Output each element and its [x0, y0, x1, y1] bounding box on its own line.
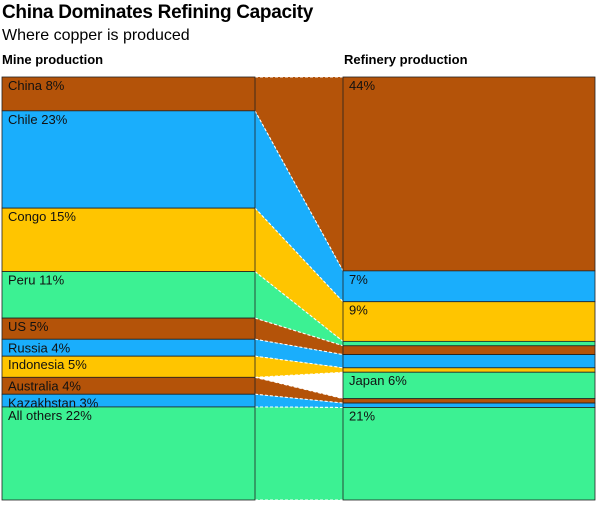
flow-band-us	[255, 318, 343, 355]
refinery-label-chile: 7%	[349, 272, 368, 287]
mine-label-peru: Peru 11%	[8, 273, 65, 288]
mine-column-header: Mine production	[2, 52, 104, 67]
refinery-bar-australia	[342, 398, 596, 404]
refinery-label-congo: 9%	[349, 303, 368, 318]
mine-label-us: US 5%	[8, 319, 49, 334]
mine-label-chile: Chile 23%	[8, 112, 68, 127]
mine-bar-peru	[1, 271, 256, 319]
refinery-bar-others	[342, 407, 596, 501]
refinery-bar-us	[342, 345, 596, 355]
refinery-bar-russia	[342, 354, 596, 369]
mine-label-china: China 8%	[8, 78, 65, 93]
mine-label-kazakhstan: Kazakhstan 3%	[8, 395, 99, 410]
refinery-bar-chile	[342, 270, 596, 303]
refinery-bar-indonesia	[342, 367, 596, 373]
flow-band-peru	[255, 271, 343, 346]
chart-title: China Dominates Refining Capacity	[2, 2, 314, 23]
stacked-bars	[1, 76, 596, 501]
mine-label-congo: Congo 15%	[8, 209, 76, 224]
chart-subtitle: Where copper is produced	[2, 27, 190, 44]
flow-band-australia	[255, 377, 343, 404]
refinery-bar-kazakhstan	[342, 402, 596, 408]
mine-label-indonesia: Indonesia 5%	[8, 357, 87, 372]
flow-band-congo	[255, 208, 343, 342]
mine-bar-others	[1, 406, 256, 501]
refinery-label-japan: Japan 6%	[349, 373, 407, 388]
flow-band-indonesia	[255, 356, 343, 378]
segment-labels: China 8% Chile 23% Congo 15% Peru 11% US 5% R…	[8, 78, 407, 423]
flow-band-russia	[255, 339, 343, 368]
flow-edge-peru-top	[254, 271, 344, 342]
mine-label-others: All others 22%	[8, 408, 92, 423]
mine-label-russia: Russia 4%	[8, 340, 71, 355]
refinery-bar-china	[342, 76, 596, 272]
refinery-column-header: Refinery production	[344, 52, 468, 67]
flow-band-chile	[255, 110, 343, 302]
flow-edge-congo-top	[254, 207, 344, 303]
mine-label-australia: Australia 4%	[8, 378, 81, 393]
mine-bar-congo	[1, 207, 256, 272]
refinery-label-china: 44%	[349, 78, 375, 93]
flow-band-others	[255, 406, 343, 500]
refinery-bar-japan	[342, 371, 596, 400]
flow-bands	[254, 76, 344, 501]
mine-bar-china	[1, 76, 256, 112]
refinery-bar-peru	[342, 340, 596, 347]
refinery-label-others: 21%	[349, 408, 375, 423]
mine-bar-chile	[1, 110, 256, 209]
flow-edge-us-top	[254, 317, 344, 347]
flow-band-kazakhstan	[255, 394, 343, 408]
flow-band-china	[255, 77, 343, 271]
flow-edge-australia-top	[254, 376, 344, 400]
refinery-bar-congo	[342, 301, 596, 342]
flow-edge-chile-top	[254, 110, 344, 272]
